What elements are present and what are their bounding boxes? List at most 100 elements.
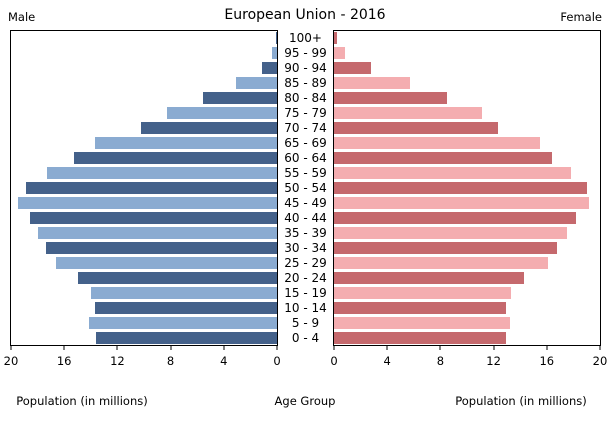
age-group-label: 95 - 99	[284, 46, 327, 61]
female-bar-row	[334, 91, 600, 106]
age-group-label: 35 - 39	[284, 225, 327, 240]
x-tick-label: 8	[436, 354, 445, 368]
female-bar	[334, 196, 590, 209]
x-tick-mark	[546, 345, 548, 350]
female-bar	[334, 286, 511, 299]
male-bar-row	[11, 330, 277, 345]
x-tick-mark	[116, 345, 118, 350]
female-bar	[334, 241, 558, 254]
x-tick-label: 12	[486, 354, 501, 368]
male-bar-row	[11, 106, 277, 121]
x-tick-label: 4	[220, 354, 228, 368]
female-bar	[334, 92, 448, 105]
female-plot: 0 4 8 12 16 20	[330, 30, 607, 368]
male-bar-row	[11, 76, 277, 91]
male-bar	[96, 331, 277, 344]
age-group-label: 10 - 14	[284, 300, 327, 315]
female-bar-row	[334, 61, 600, 76]
female-bar-row	[334, 240, 600, 255]
male-bar-row	[11, 195, 277, 210]
female-bar-row	[334, 225, 600, 240]
female-bar-row	[334, 31, 600, 46]
male-bar	[202, 92, 277, 105]
age-group-labels: 100+ 95 - 99 90 - 94 85 - 89 80 - 84 75 - 79 7…	[278, 30, 333, 346]
male-bar-row	[11, 240, 277, 255]
male-bar	[94, 301, 277, 314]
male-bar	[77, 271, 277, 284]
age-group-label: 45 - 49	[284, 195, 327, 210]
female-bar-row	[334, 166, 600, 181]
male-bar-row	[11, 210, 277, 225]
female-bar	[334, 167, 571, 180]
age-group-axis-label: Age Group	[274, 394, 336, 408]
female-bar-row	[334, 255, 600, 270]
female-bar	[334, 331, 506, 344]
female-bar-row	[334, 121, 600, 136]
male-bar-row	[11, 300, 277, 315]
male-bar	[45, 241, 277, 254]
female-bar-row	[334, 151, 600, 166]
male-bar	[235, 77, 277, 90]
male-bar-row	[11, 61, 277, 76]
age-group-label: 60 - 64	[284, 151, 327, 166]
female-bars-area	[334, 31, 600, 345]
male-bar-row	[11, 31, 277, 46]
female-bar	[334, 316, 510, 329]
female-bar-row	[334, 300, 600, 315]
male-bar	[262, 62, 277, 75]
male-bar-row	[11, 270, 277, 285]
female-bar	[334, 152, 553, 165]
male-bar	[73, 152, 277, 165]
female-bar-row	[334, 46, 600, 61]
female-bar-row	[334, 270, 600, 285]
male-bar	[29, 211, 277, 224]
age-group-label: 85 - 89	[284, 76, 327, 91]
male-bar	[56, 256, 277, 269]
x-tick-label: 4	[383, 354, 391, 368]
age-group-label: 80 - 84	[284, 91, 327, 106]
female-bar	[334, 122, 498, 135]
x-tick-mark	[599, 345, 601, 350]
male-bar-row	[11, 285, 277, 300]
female-bar	[334, 32, 337, 45]
age-group-label: 50 - 54	[284, 181, 327, 195]
female-bar	[334, 47, 345, 60]
male-bar-row	[11, 166, 277, 181]
male-bar	[37, 226, 277, 239]
age-group-label: 70 - 74	[284, 121, 327, 136]
female-bar	[334, 62, 372, 75]
x-tick-mark	[170, 345, 172, 350]
female-bar	[334, 226, 567, 239]
male-bar	[89, 316, 277, 329]
female-bar-row	[334, 136, 600, 151]
male-bar-row	[11, 121, 277, 136]
x-tick-label: 0	[273, 354, 281, 368]
male-bar	[17, 196, 277, 209]
male-axis-label: Population (in millions)	[16, 394, 148, 408]
x-tick-mark	[333, 345, 335, 350]
age-group-label: 30 - 34	[284, 240, 327, 255]
age-group-label: 15 - 19	[284, 285, 327, 300]
x-tick-mark	[10, 345, 12, 350]
male-bar	[166, 107, 277, 120]
female-bar	[334, 107, 482, 120]
x-tick-label: 0	[330, 354, 338, 368]
female-bar	[334, 301, 506, 314]
male-bar-row	[11, 315, 277, 330]
x-tick-mark	[63, 345, 65, 350]
age-group-label: 65 - 69	[284, 136, 327, 151]
male-bar-row	[11, 225, 277, 240]
x-tick-label: 16	[539, 354, 555, 368]
male-bar-row	[11, 46, 277, 61]
female-bar-row	[334, 195, 600, 210]
male-bar-row	[11, 181, 277, 196]
male-bar-row	[11, 91, 277, 106]
chart-title: European Union - 2016	[224, 7, 386, 23]
male-bar-row	[11, 255, 277, 270]
x-tick-label: 20	[3, 354, 19, 368]
x-tick-label: 20	[592, 354, 608, 368]
female-bar	[334, 181, 587, 194]
female-bar-row	[334, 315, 600, 330]
male-bar	[271, 47, 277, 60]
